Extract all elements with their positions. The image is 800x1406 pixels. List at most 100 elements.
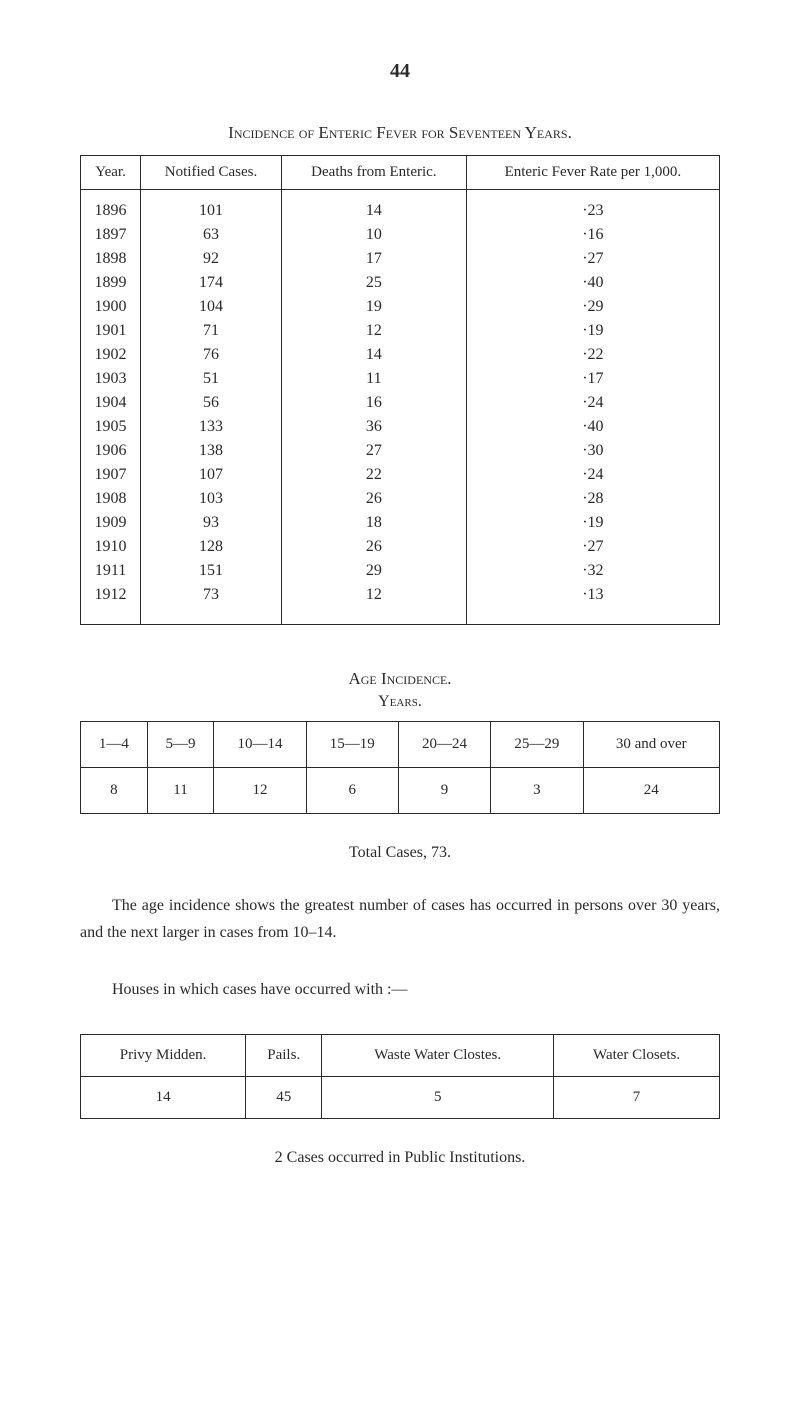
table-row: 190613827·30 — [81, 439, 720, 463]
table-cell: 101 — [141, 190, 282, 224]
table2-caption: Total Cases, 73. — [80, 844, 720, 862]
table-header-cell: 10—14 — [214, 722, 306, 768]
table-cell: 22 — [281, 463, 466, 487]
table-cell: ·27 — [466, 247, 719, 271]
table-cell: 76 — [141, 343, 282, 367]
table-cell: 151 — [141, 559, 282, 583]
table-cell: 1898 — [81, 247, 141, 271]
table-cell: ·32 — [466, 559, 719, 583]
table-cell: ·28 — [466, 487, 719, 511]
table-cell: 14 — [281, 343, 466, 367]
table-cell: ·24 — [466, 391, 719, 415]
table-cell: 18 — [281, 511, 466, 535]
table-cell: 1909 — [81, 511, 141, 535]
t1-col-notified: Notified Cases. — [141, 156, 282, 190]
table-row: 191115129·32 — [81, 559, 720, 583]
table-cell: ·27 — [466, 535, 719, 559]
table-cell: 107 — [141, 463, 282, 487]
table-cell: 12 — [281, 583, 466, 625]
table-row: 19035111·17 — [81, 367, 720, 391]
table-row: 190010419·29 — [81, 295, 720, 319]
table-row: 190710722·24 — [81, 463, 720, 487]
table-row: 18976310·16 — [81, 223, 720, 247]
houses-table: Privy Midden.Pails.Waste Water Clostes.W… — [80, 1034, 720, 1119]
table-header-cell: 5—9 — [147, 722, 214, 768]
table-cell: 138 — [141, 439, 282, 463]
enteric-fever-table: Year. Notified Cases. Deaths from Enteri… — [80, 155, 720, 629]
table-cell: 29 — [281, 559, 466, 583]
table-cell: 51 — [141, 367, 282, 391]
table-cell: 14 — [81, 1076, 246, 1118]
table-cell: 1896 — [81, 190, 141, 224]
table-row: 19127312·13 — [81, 583, 720, 625]
table-header-cell: 25—29 — [491, 722, 583, 768]
table-cell: 104 — [141, 295, 282, 319]
table-cell: ·30 — [466, 439, 719, 463]
paragraph-age-incidence: The age incidence shows the greatest num… — [80, 892, 720, 946]
table-cell: ·29 — [466, 295, 719, 319]
table-cell: 1906 — [81, 439, 141, 463]
table-header-cell: Water Closets. — [554, 1034, 720, 1076]
table-cell: 11 — [147, 768, 214, 814]
table-cell: 1904 — [81, 391, 141, 415]
table-cell: 12 — [214, 768, 306, 814]
table-cell: 1905 — [81, 415, 141, 439]
table-row: 191012826·27 — [81, 535, 720, 559]
table-cell: 26 — [281, 487, 466, 511]
table2-title: Age Incidence. — [80, 669, 720, 689]
table-header-cell: 30 and over — [583, 722, 720, 768]
table-row: 190513336·40 — [81, 415, 720, 439]
table-cell: 8 — [81, 768, 148, 814]
table-cell: 1900 — [81, 295, 141, 319]
table-cell: ·19 — [466, 511, 719, 535]
table-header-cell: Privy Midden. — [81, 1034, 246, 1076]
table-cell: 25 — [281, 271, 466, 295]
table-cell: ·17 — [466, 367, 719, 391]
table-cell: 1910 — [81, 535, 141, 559]
table-cell: 19 — [281, 295, 466, 319]
footnote: 2 Cases occurred in Public Institutions. — [80, 1149, 720, 1167]
table-cell: ·16 — [466, 223, 719, 247]
table-cell: 1907 — [81, 463, 141, 487]
table-header-cell: 20—24 — [398, 722, 490, 768]
table-cell: 16 — [281, 391, 466, 415]
table-row: 19017112·19 — [81, 319, 720, 343]
table-cell: 9 — [398, 768, 490, 814]
table-cell: ·22 — [466, 343, 719, 367]
table-cell: 6 — [306, 768, 398, 814]
table-cell: 12 — [281, 319, 466, 343]
table-cell: 1899 — [81, 271, 141, 295]
table-header-cell: 1—4 — [81, 722, 148, 768]
table-cell: ·40 — [466, 415, 719, 439]
table-row: 189917425·40 — [81, 271, 720, 295]
table-cell: 103 — [141, 487, 282, 511]
table2-subtitle: Years. — [80, 693, 720, 711]
table-row: 19099318·19 — [81, 511, 720, 535]
table-cell: 1897 — [81, 223, 141, 247]
table-cell: 7 — [554, 1076, 720, 1118]
table-row: 18989217·27 — [81, 247, 720, 271]
table-cell: 1901 — [81, 319, 141, 343]
table-cell: 71 — [141, 319, 282, 343]
table-cell: 63 — [141, 223, 282, 247]
table-row: 19027614·22 — [81, 343, 720, 367]
paragraph-houses: Houses in which cases have occurred with… — [80, 976, 720, 1003]
table-cell: 133 — [141, 415, 282, 439]
age-incidence-table: 1—45—910—1415—1920—2425—2930 and over 81… — [80, 721, 720, 814]
table-cell: 24 — [583, 768, 720, 814]
table-cell: 36 — [281, 415, 466, 439]
table-cell: ·13 — [466, 583, 719, 625]
table-cell: ·19 — [466, 319, 719, 343]
table-cell: 1908 — [81, 487, 141, 511]
table-cell: ·40 — [466, 271, 719, 295]
table-cell: 1912 — [81, 583, 141, 625]
table-cell: 3 — [491, 768, 583, 814]
table-cell: 56 — [141, 391, 282, 415]
table-cell: 1903 — [81, 367, 141, 391]
table-row: 19045616·24 — [81, 391, 720, 415]
table-cell: ·24 — [466, 463, 719, 487]
table1-title: Incidence of Enteric Fever for Seventeen… — [80, 123, 720, 143]
page-number: 44 — [80, 60, 720, 83]
table-cell: 11 — [281, 367, 466, 391]
table-cell: 128 — [141, 535, 282, 559]
